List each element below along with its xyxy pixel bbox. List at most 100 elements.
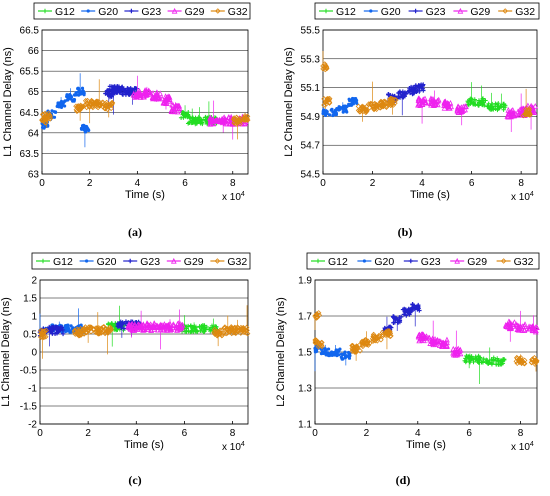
panel-caption: (c) xyxy=(128,473,141,487)
data-point xyxy=(343,350,347,355)
x-multiplier-label: x 104 xyxy=(511,191,534,203)
data-point xyxy=(120,92,125,97)
data-point xyxy=(453,348,460,355)
legend-marker xyxy=(362,259,366,263)
data-point xyxy=(370,331,377,338)
y-tick-label: 0.5 xyxy=(23,330,37,341)
data-point xyxy=(508,110,515,117)
y-tick-label: 1.7 xyxy=(298,312,312,323)
legend-marker xyxy=(170,257,177,264)
data-point xyxy=(489,104,494,109)
data-point xyxy=(446,104,453,111)
data-point xyxy=(40,111,46,118)
legend-marker xyxy=(454,257,461,264)
data-point xyxy=(141,93,147,100)
data-point xyxy=(312,337,318,343)
legend-marker xyxy=(323,8,329,14)
data-point xyxy=(415,95,422,102)
data-point xyxy=(354,98,359,103)
data-point xyxy=(231,324,238,331)
data-point xyxy=(487,358,492,364)
data-point xyxy=(324,111,329,116)
data-point xyxy=(84,97,91,104)
data-point xyxy=(379,102,386,108)
y-tick-label: 1 xyxy=(31,312,37,323)
data-point xyxy=(375,334,382,341)
data-point xyxy=(499,104,504,109)
data-point xyxy=(420,334,426,341)
data-point xyxy=(464,358,469,364)
data-point xyxy=(75,329,82,335)
data-point xyxy=(489,362,495,367)
data-point xyxy=(82,324,89,330)
data-point xyxy=(69,96,73,100)
x-axis-label: Time (s) xyxy=(406,439,446,451)
data-point xyxy=(199,117,204,122)
data-point xyxy=(403,91,408,96)
data-point xyxy=(327,353,332,358)
data-point xyxy=(85,327,91,334)
data-point xyxy=(96,101,102,107)
data-point xyxy=(401,312,407,317)
y-tick-label: 54.7 xyxy=(301,141,321,152)
data-point xyxy=(166,96,173,102)
data-point xyxy=(384,331,390,337)
data-point xyxy=(322,108,326,112)
data-point xyxy=(144,320,151,327)
data-point xyxy=(526,107,532,114)
legend-box xyxy=(314,2,540,20)
y-tick-label: 1.5 xyxy=(298,348,312,359)
legend-marker xyxy=(413,8,418,14)
data-point xyxy=(373,334,380,341)
data-point xyxy=(105,103,112,109)
data-point xyxy=(349,342,355,349)
data-point xyxy=(185,121,191,126)
legend-marker xyxy=(214,258,221,264)
data-point xyxy=(104,327,111,334)
legend-label: G29 xyxy=(185,6,205,18)
data-point xyxy=(374,338,381,344)
legend-label: G32 xyxy=(515,6,535,18)
panel-caption: (d) xyxy=(396,473,411,487)
data-point xyxy=(76,332,82,339)
data-point xyxy=(178,115,184,120)
data-point xyxy=(64,323,69,328)
data-point xyxy=(438,338,444,345)
data-point xyxy=(44,113,50,120)
data-point xyxy=(322,66,328,73)
data-point xyxy=(102,330,108,337)
data-point xyxy=(109,99,115,106)
data-point xyxy=(419,98,425,105)
panel-2: G12 G20 G23 G29 G32 54.5 54.7 54.9 55.1 55.3 55.5 0… xyxy=(283,2,540,239)
data-point xyxy=(167,323,173,330)
data-point xyxy=(327,113,332,117)
data-point xyxy=(517,323,524,330)
legend-marker xyxy=(40,258,46,264)
legend-label: G12 xyxy=(328,256,348,268)
legend-label: G23 xyxy=(140,256,160,268)
data-point xyxy=(153,92,160,99)
data-point xyxy=(207,327,212,332)
data-point xyxy=(457,347,463,353)
data-point xyxy=(322,99,329,105)
x-tick-label: 8 xyxy=(230,178,236,189)
y-tick-label: -1 xyxy=(28,384,37,395)
data-point xyxy=(531,358,538,364)
data-point xyxy=(170,321,177,328)
data-point xyxy=(348,354,352,358)
data-point xyxy=(491,357,496,362)
data-point xyxy=(95,330,102,337)
data-point xyxy=(521,326,528,333)
data-point xyxy=(360,104,367,110)
legend-label: G20 xyxy=(381,6,401,18)
data-point xyxy=(504,113,511,119)
legend-label: G23 xyxy=(141,6,161,18)
panel-3: G12 G20 G23 G29 G32 -2 -1.5 -1 -0.5 0 0.5 1 1.5 2 0 2 4 6… xyxy=(0,252,251,487)
data-point xyxy=(339,355,343,359)
data-point xyxy=(115,324,120,329)
data-point xyxy=(171,108,178,115)
data-point xyxy=(101,324,107,330)
data-point xyxy=(233,119,240,125)
y-tick-label: 55.1 xyxy=(301,83,321,94)
